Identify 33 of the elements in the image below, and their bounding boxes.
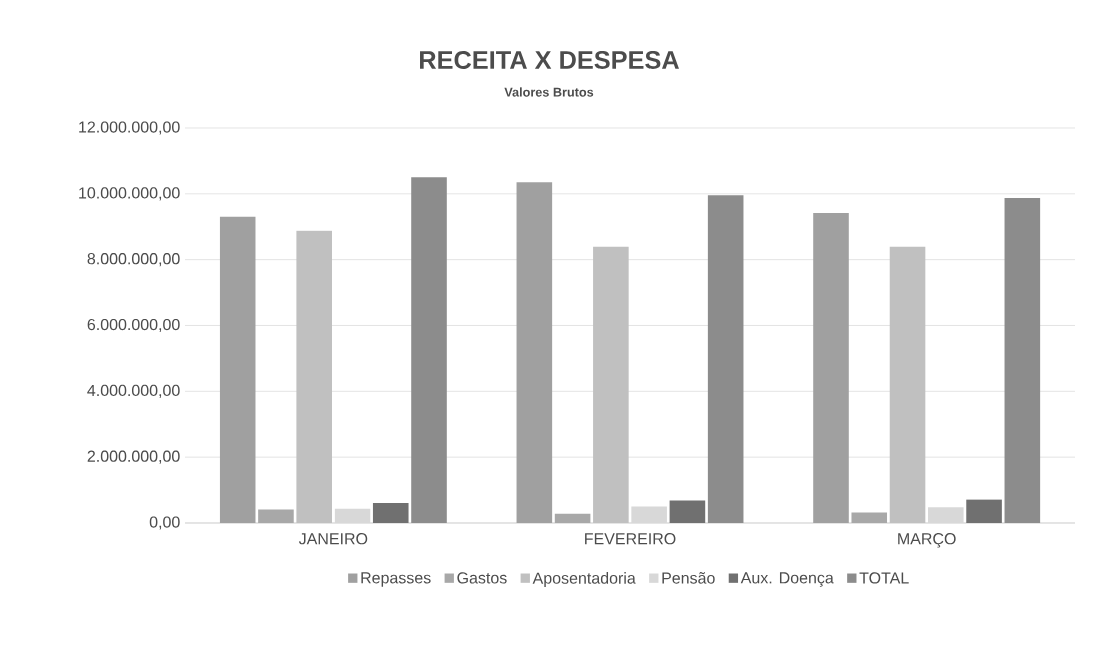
legend-label: TOTAL xyxy=(859,572,909,584)
bar xyxy=(851,512,888,523)
y-tick-label: 12.000.000,00 xyxy=(79,121,180,135)
legend-label: Repasses xyxy=(361,572,431,587)
bar xyxy=(258,509,294,523)
bar xyxy=(554,513,591,523)
legend-label: Pensão xyxy=(662,572,715,584)
bar xyxy=(631,506,667,523)
bar xyxy=(372,502,409,523)
bar xyxy=(707,195,744,523)
bar xyxy=(669,500,706,523)
bar xyxy=(334,508,371,523)
bar xyxy=(516,182,553,523)
y-tick-label: 10.000.000,00 xyxy=(79,187,180,201)
bar xyxy=(411,177,447,523)
y-tick-label: 8.000.000,00 xyxy=(87,253,180,267)
bar xyxy=(928,507,964,523)
x-tick-label: MARÇO xyxy=(898,533,956,548)
chart-title: RECEITA X DESPESA xyxy=(420,51,679,69)
bar xyxy=(966,499,1002,523)
bar xyxy=(1004,198,1041,523)
y-tick-label: 0,00 xyxy=(149,516,180,530)
chart-subtitle: Valores Brutos xyxy=(504,87,594,97)
legend-label: Aux. Doença xyxy=(740,572,834,587)
y-tick-label: 6.000.000,00 xyxy=(87,318,180,333)
bar xyxy=(813,212,849,523)
x-tick-label: FEVEREIRO xyxy=(585,533,676,545)
x-tick-label: JANEIRO xyxy=(298,533,368,545)
legend-label: Aposentadoria xyxy=(532,572,636,587)
legend-label: Gastos xyxy=(457,572,507,584)
bar xyxy=(219,216,256,523)
y-tick-label: 4.000.000,00 xyxy=(87,384,180,398)
y-tick-label: 2.000.000,00 xyxy=(87,450,180,464)
